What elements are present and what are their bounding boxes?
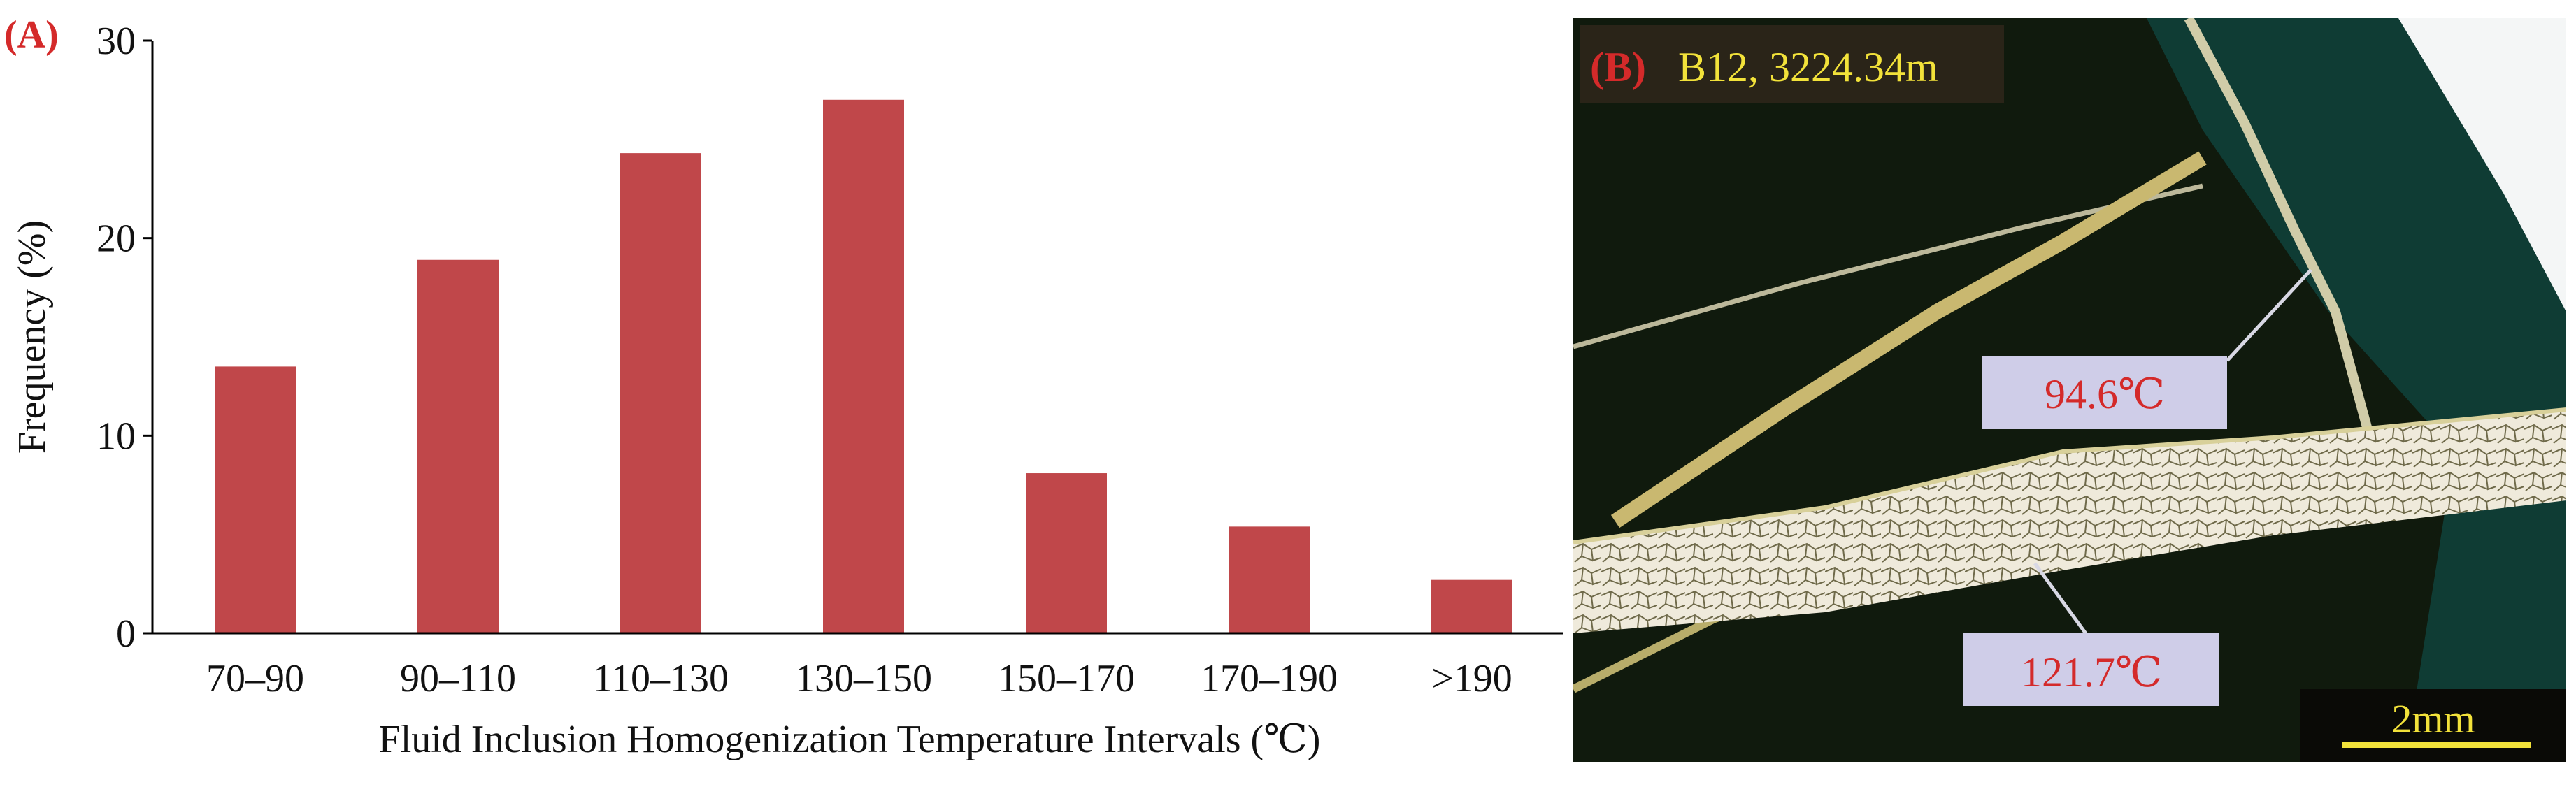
- fracture-vein: [1610, 151, 2207, 528]
- calcite-vein: [1573, 410, 2566, 633]
- scale-bar-box: [2300, 689, 2566, 762]
- axes-layer: [151, 41, 1563, 635]
- x-tick-label: 90–110: [400, 657, 516, 700]
- panel-b: (B) B12, 3224.34m 94.6℃ 121.7℃ 2mm: [1571, 15, 2567, 762]
- x-tick-label: 110–130: [593, 657, 729, 700]
- y-axis-label: Frequency (%): [10, 220, 54, 454]
- x-axis-label: Fluid Inclusion Homogenization Temperatu…: [379, 718, 1321, 761]
- x-ticks: 70–90 90–110 110–130 130–150 150–170 170–190 >…: [206, 657, 1512, 700]
- micrograph-image: (B) B12, 3224.34m 94.6℃ 121.7℃ 2mm: [1571, 15, 2567, 762]
- y-ticks: 0 10 20 30: [96, 20, 152, 656]
- temperature-annotation-94: 94.6℃: [2045, 371, 2165, 417]
- bar-3: [620, 153, 701, 633]
- y-tick-label: 10: [96, 414, 136, 458]
- bar-6: [1229, 526, 1310, 633]
- y-tick-label: 30: [96, 20, 136, 63]
- x-tick-label: 150–170: [998, 657, 1135, 700]
- fracture-vein: [2184, 15, 2382, 467]
- sample-label-box: [1580, 25, 2004, 103]
- annotation-leader-line: [2033, 562, 2093, 642]
- panel-a: (A) 0 10 20 30 70–90 90–110 110–130 130–150 150…: [4, 13, 1563, 761]
- teal-mineral-region: [2147, 18, 2566, 762]
- y-tick-label: 20: [96, 217, 136, 261]
- sample-depth-label: B12, 3224.34m: [1678, 44, 1938, 90]
- annotation-box-94: [1982, 356, 2227, 429]
- y-tick-label: 0: [116, 612, 136, 656]
- bar-4: [823, 99, 904, 634]
- x-tick-label: >190: [1431, 657, 1512, 700]
- bar-2: [417, 259, 499, 633]
- bar-7: [1431, 579, 1512, 633]
- annotation-box-121: [1963, 633, 2219, 706]
- bar-1: [215, 366, 296, 633]
- bar-5: [1026, 473, 1107, 633]
- temperature-annotation-121: 121.7℃: [2021, 649, 2162, 695]
- x-tick-label: 170–190: [1201, 657, 1338, 700]
- bars-layer: [215, 99, 1512, 634]
- x-tick-label: 70–90: [206, 657, 304, 700]
- frequency-histogram: (A) 0 10 20 30 70–90 90–110 110–130 130–150 150…: [4, 13, 1563, 761]
- scale-bar-label: 2mm: [2391, 696, 2475, 742]
- bright-edge-region: [2398, 18, 2566, 312]
- x-tick-label: 130–150: [795, 657, 932, 700]
- panel-b-label: (B): [1590, 44, 1646, 90]
- annotation-leader-line: [2226, 268, 2312, 362]
- panel-a-label: (A): [4, 13, 59, 57]
- vein-edge: [1573, 407, 2567, 544]
